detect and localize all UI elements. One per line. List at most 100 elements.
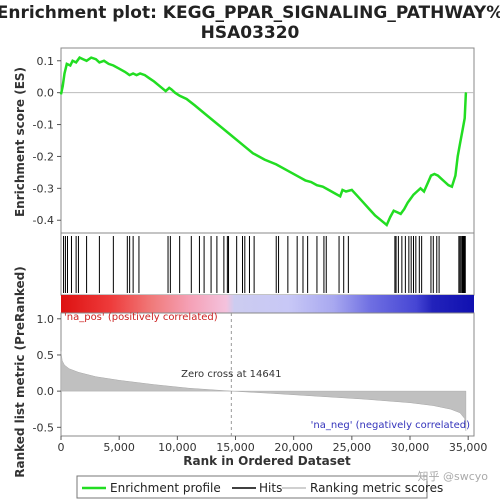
enrichment-profile-point <box>403 208 405 210</box>
legend-label-hits: Hits <box>259 481 282 495</box>
enrichment-profile-point <box>440 178 443 180</box>
metric-panel-frame <box>60 312 475 437</box>
enrichment-profile-point <box>412 194 415 196</box>
enrichment-profile-point <box>416 190 418 193</box>
enrichment-profile-point <box>108 63 110 65</box>
enrichment-profile-point <box>148 77 151 79</box>
watermark: 知乎 @swcyo <box>417 469 488 483</box>
enrichment-profile-point <box>174 92 176 94</box>
es-y-axis: 0.1 0.0 -0.1 -0.2 -0.3 -0.4 <box>33 55 61 227</box>
enrichment-profile-point <box>426 182 429 185</box>
x-tick-label: 5,000 <box>103 441 135 454</box>
metric-y-axis: 1.0 0.5 0.0 -0.5 <box>33 313 61 434</box>
metric-y-tick-label: -0.5 <box>33 421 54 434</box>
hits-marks <box>63 236 466 293</box>
ranking-color-bar <box>61 295 474 313</box>
es-y-tick-label: 0.1 <box>37 55 55 68</box>
x-tick-label: 0 <box>58 441 65 454</box>
enrichment-profile-point <box>229 133 231 135</box>
enrichment-profile-point <box>357 195 359 197</box>
zero-cross-label: Zero cross at 14641 <box>181 369 281 380</box>
x-tick-label: 25,000 <box>333 441 372 454</box>
es-y-tick-label: -0.3 <box>33 182 54 195</box>
enrichment-profile-point <box>165 90 167 92</box>
enrichment-profile-point <box>132 72 134 75</box>
enrichment-profile-point <box>407 202 409 204</box>
es-y-tick-label: -0.1 <box>33 119 54 132</box>
enrichment-profile-point <box>60 93 62 95</box>
enrichment-profile-point <box>341 189 344 191</box>
es-y-axis-label: Enrichment score (ES) <box>13 67 27 217</box>
enrichment-profile-point <box>129 74 131 76</box>
enrichment-profile-point <box>153 80 155 83</box>
metric-y-tick-label: 0.0 <box>37 385 55 398</box>
enrichment-profile-point <box>368 208 370 210</box>
enrichment-profile-point <box>419 187 422 189</box>
enrichment-profile-point <box>351 189 353 191</box>
enrichment-profile-point <box>85 60 88 62</box>
enrichment-profile-point <box>118 68 120 70</box>
x-axis-label: Rank in Ordered Dataset <box>183 454 351 468</box>
enrichment-profile-point <box>179 95 181 97</box>
enrichment-profile-point <box>252 152 254 154</box>
legend: Enrichment profile Hits Ranking metric s… <box>76 475 443 499</box>
es-y-tick-label: -0.2 <box>33 150 54 163</box>
enrichment-profile-point <box>465 92 467 94</box>
legend-label-ranking-metric-scores: Ranking metric scores <box>310 481 443 495</box>
positively-correlated-label: 'na_pos' (positively correlated) <box>64 312 218 323</box>
enrichment-profile-point <box>240 143 242 145</box>
enrichment-profile-point <box>159 85 161 87</box>
enrichment-profile-point <box>433 173 436 175</box>
enrichment-profile-point <box>464 117 466 119</box>
enrichment-profile-point <box>389 216 391 218</box>
ranking-metric-area <box>60 351 467 431</box>
enrichment-profile-point <box>287 170 289 172</box>
enrichment-profile-point <box>63 72 66 75</box>
enrichment-profile-point <box>461 130 463 132</box>
enrichment-profile-point <box>333 192 335 194</box>
enrichment-profile-point <box>136 74 138 76</box>
chart-title-line2: HSA03320 <box>201 23 300 43</box>
enrichment-profile-point <box>205 114 208 116</box>
x-tick-label: 30,000 <box>391 441 430 454</box>
enrichment-profile-point <box>168 87 170 89</box>
enrichment-profile-point <box>393 210 395 212</box>
enrichment-profile-point <box>144 74 146 76</box>
enrichment-profile-point <box>444 181 446 183</box>
enrichment-profile-point <box>124 71 126 73</box>
x-tick-label: 20,000 <box>274 441 313 454</box>
enrichment-profile-point <box>72 60 74 62</box>
enrichment-profile-point <box>170 88 173 91</box>
x-tick-label: 35,000 <box>449 441 488 454</box>
enrichment-profile-point <box>62 85 64 87</box>
es-panel-frame <box>60 47 475 234</box>
enrichment-profile-point <box>437 174 439 177</box>
enrichment-profile-point <box>345 190 347 193</box>
legend-label-enrichment-profile: Enrichment profile <box>110 481 221 495</box>
enrichment-profile-point <box>103 60 105 62</box>
enrichment-profile-point <box>447 184 450 186</box>
enrichment-profile-point <box>451 186 453 188</box>
enrichment-profile-point <box>316 184 318 186</box>
enrichment-profile-point <box>217 123 219 126</box>
enrichment-profile-point <box>380 219 382 221</box>
es-y-tick-label: -0.4 <box>33 214 54 227</box>
enrichment-profile-point <box>339 195 341 197</box>
enrichment-profile-point <box>457 155 459 158</box>
enrichment-profile-point <box>69 64 71 67</box>
metric-y-axis-label: Ranked list metric (PreRanked) <box>13 266 27 478</box>
enrichment-profile-point <box>327 189 330 191</box>
enrichment-profile-point <box>304 179 306 181</box>
chart-title-line1: Enrichment plot: KEGG_PPAR_SIGNALING_PAT… <box>0 3 500 23</box>
enrichment-profile-point <box>386 224 388 226</box>
enrichment-profile-point <box>459 143 461 145</box>
hits-panel-frame <box>60 232 475 296</box>
legend-frame <box>76 475 428 499</box>
enrichment-profile-point <box>396 211 398 213</box>
metric-x-axis: 0 5,000 10,000 15,000 20,000 25,000 30,000 35,0… <box>58 436 488 454</box>
x-tick-label: 10,000 <box>158 441 197 454</box>
x-tick-label: 15,000 <box>216 441 255 454</box>
enrichment-profile-point <box>430 174 432 177</box>
metric-y-tick-label: 0.5 <box>37 349 55 362</box>
